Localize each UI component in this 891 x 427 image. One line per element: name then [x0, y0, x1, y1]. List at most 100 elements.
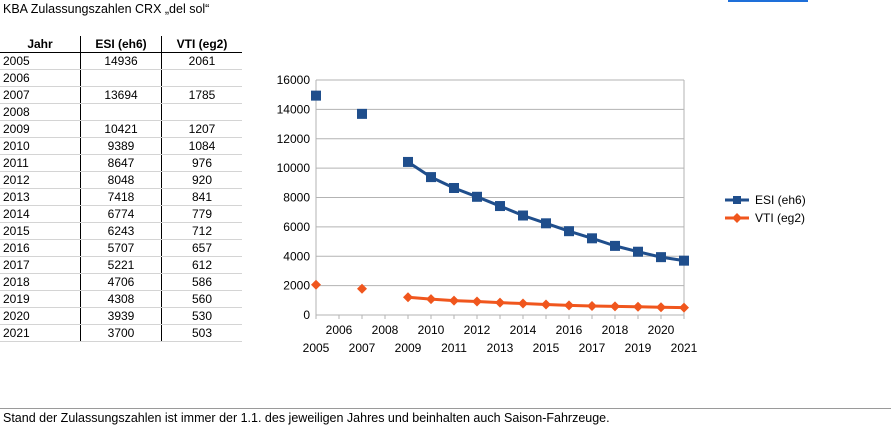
vti-data-point	[403, 292, 413, 303]
cell-esi[interactable]: 6774	[80, 205, 162, 223]
cell-year[interactable]: 2018	[0, 273, 81, 291]
vti-data-point	[679, 302, 689, 313]
y-tick-label: 8000	[283, 191, 310, 205]
x-tick-label: 2015	[533, 341, 560, 355]
x-tick-label: 2017	[579, 341, 606, 355]
x-tick-label: 2016	[556, 323, 583, 337]
cell-esi[interactable]: 8647	[80, 154, 162, 172]
cell-year[interactable]: 2017	[0, 256, 81, 274]
cell-vti[interactable]: 779	[161, 205, 242, 223]
vti-data-point	[472, 296, 482, 307]
cell-vti[interactable]	[161, 103, 242, 121]
esi-data-point	[633, 246, 643, 257]
cell-vti[interactable]: 2061	[161, 52, 242, 70]
cell-esi[interactable]: 4706	[80, 273, 162, 291]
x-tick-label: 2019	[625, 341, 652, 355]
cell-year[interactable]: 2011	[0, 154, 81, 172]
x-tick-label: 2020	[648, 323, 675, 337]
x-tick-label: 2009	[395, 341, 422, 355]
vti-data-point	[495, 297, 505, 308]
cell-year[interactable]: 2005	[0, 52, 81, 70]
cell-year[interactable]: 2014	[0, 205, 81, 223]
y-tick-label: 16000	[277, 73, 311, 87]
vti-data-point	[426, 294, 436, 305]
cell-year[interactable]: 2012	[0, 171, 81, 189]
cell-vti[interactable]: 560	[161, 290, 242, 308]
cell-vti[interactable]: 712	[161, 222, 242, 240]
cell-vti[interactable]: 503	[161, 324, 242, 342]
cell-esi[interactable]: 10421	[80, 120, 162, 138]
cell-year[interactable]: 2007	[0, 86, 81, 104]
cell-esi[interactable]	[80, 69, 162, 87]
cell-vti[interactable]: 612	[161, 256, 242, 274]
cell-esi[interactable]: 5707	[80, 239, 162, 257]
table-row: 2019 4308 560	[0, 290, 242, 308]
cell-esi[interactable]: 5221	[80, 256, 162, 274]
cell-esi[interactable]: 3939	[80, 307, 162, 325]
cell-esi[interactable]: 13694	[80, 86, 162, 104]
cell-esi[interactable]: 14936	[80, 52, 162, 70]
column-header-vti[interactable]: VTI (eg2)	[161, 36, 242, 53]
cell-vti[interactable]: 586	[161, 273, 242, 291]
table-header-row: Jahr ESI (eh6) VTI (eg2)	[0, 36, 242, 53]
esi-data-point	[587, 233, 597, 244]
cell-vti[interactable]: 1207	[161, 120, 242, 138]
vti-data-point	[656, 302, 666, 313]
cell-vti[interactable]: 657	[161, 239, 242, 257]
cell-year[interactable]: 2009	[0, 120, 81, 138]
vti-data-point	[610, 301, 620, 312]
table-row: 2015 6243 712	[0, 222, 242, 240]
registration-chart: 0 2000 4000 6000 8000 10000 12000 14000 16000 200…	[277, 73, 806, 355]
cell-year[interactable]: 2021	[0, 324, 81, 342]
cell-vti[interactable]: 976	[161, 154, 242, 172]
column-header-year[interactable]: Jahr	[0, 36, 81, 53]
legend-label: ESI (eh6)	[755, 193, 806, 207]
esi-data-point	[472, 191, 482, 202]
table-row: 2006	[0, 69, 242, 87]
x-tick-label: 2008	[372, 323, 399, 337]
cell-esi[interactable]: 3700	[80, 324, 162, 342]
table-row: 2016 5707 657	[0, 239, 242, 257]
cell-vti[interactable]: 1084	[161, 137, 242, 155]
cell-esi[interactable]: 9389	[80, 137, 162, 155]
vti-data-point	[541, 299, 551, 310]
cell-esi[interactable]: 4308	[80, 290, 162, 308]
cell-vti[interactable]	[161, 69, 242, 87]
cell-year[interactable]: 2010	[0, 137, 81, 155]
cell-esi[interactable]: 8048	[80, 171, 162, 189]
cell-year[interactable]: 2008	[0, 103, 81, 121]
table-row: 2012 8048 920	[0, 171, 242, 189]
chart-area[interactable]: 0 2000 4000 6000 8000 10000 12000 14000 16000 200…	[243, 18, 891, 408]
cell-year[interactable]: 2015	[0, 222, 81, 240]
esi-data-point	[518, 210, 528, 221]
selected-cell-indicator	[728, 0, 808, 2]
cell-year[interactable]: 2020	[0, 307, 81, 325]
cell-esi[interactable]: 6243	[80, 222, 162, 240]
x-tick-label: 2006	[326, 323, 353, 337]
legend-label: VTI (eg2)	[755, 211, 805, 225]
x-tick-label: 2007	[349, 341, 376, 355]
vti-data-point	[357, 283, 367, 294]
cell-vti[interactable]: 841	[161, 188, 242, 206]
esi-data-point	[541, 218, 551, 229]
table-row: 2008	[0, 103, 242, 121]
cell-vti[interactable]: 530	[161, 307, 242, 325]
cell-esi[interactable]: 7418	[80, 188, 162, 206]
esi-data-point	[679, 255, 689, 266]
x-tick-label: 2010	[418, 323, 445, 337]
cell-year[interactable]: 2006	[0, 69, 81, 87]
cell-vti[interactable]: 920	[161, 171, 242, 189]
vti-data-point	[564, 300, 574, 311]
cell-year[interactable]: 2013	[0, 188, 81, 206]
x-tick-label: 2021	[671, 341, 698, 355]
cell-year[interactable]: 2019	[0, 290, 81, 308]
cell-vti[interactable]: 1785	[161, 86, 242, 104]
x-tick-label: 2014	[510, 323, 537, 337]
esi-data-point	[449, 182, 459, 193]
column-header-esi[interactable]: ESI (eh6)	[80, 36, 162, 53]
cell-year[interactable]: 2016	[0, 239, 81, 257]
esi-data-point	[656, 252, 666, 263]
table-row: 2005 14936 2061	[0, 52, 242, 70]
cell-esi[interactable]	[80, 103, 162, 121]
vti-data-point	[633, 301, 643, 312]
